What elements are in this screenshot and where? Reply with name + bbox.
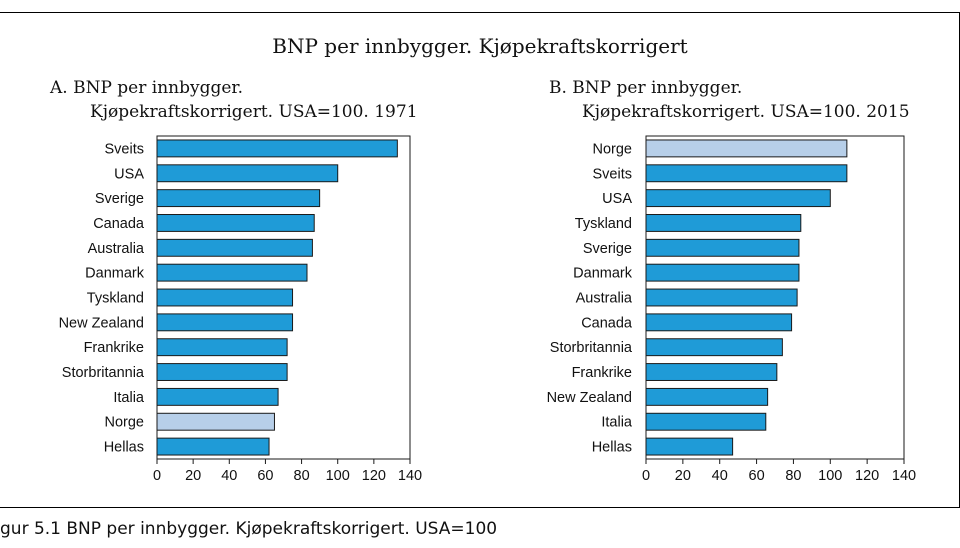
- panel-a-tick-label: 0: [153, 468, 161, 484]
- panel-a-category-label: Hellas: [104, 440, 144, 456]
- panel-b-bar-norge: [645, 139, 848, 158]
- panel-b-tick-label: 0: [642, 468, 650, 484]
- panel-b-bar-canada: [645, 313, 793, 332]
- panel-b-bar-tyskland: [645, 214, 802, 232]
- panel-b-category-label: Italia: [601, 415, 633, 431]
- panel-b-bar-italia: [645, 412, 767, 431]
- panel-b-category-label: Norge: [593, 141, 633, 157]
- panel-b-tick-label: 60: [749, 468, 765, 484]
- panel-a-title-line2: Kjøpekraftskorrigert. USA=100. 1971: [90, 102, 418, 122]
- panel-b-title: B. BNP per innbygger. Kjøpekraftskorrige…: [549, 76, 910, 124]
- panel-b-category-label: Hellas: [592, 440, 632, 456]
- panel-a-bar-sveits: [156, 139, 398, 158]
- panel-a-bar-danmark: [156, 263, 308, 282]
- panel-b-bar-danmark: [645, 263, 800, 282]
- panel-b-title-line1: B. BNP per innbygger.: [549, 78, 743, 98]
- panel-b-tick-label: 120: [855, 468, 879, 484]
- panel-b-bar-new-zealand: [645, 387, 769, 406]
- panel-b-tick-label: 40: [712, 468, 728, 484]
- panel-b-category-label: Sveits: [593, 166, 633, 182]
- panel-a-category-label: Sveits: [105, 141, 145, 157]
- panel-b-tick-label: 20: [675, 468, 691, 484]
- panel-b-bar-sveits: [645, 164, 848, 183]
- panel-a-bar-canada: [156, 214, 315, 232]
- panel-b-bar-sverige: [645, 238, 800, 257]
- panel-b-bar-usa: [645, 189, 831, 208]
- panel-a-category-label: Australia: [88, 241, 145, 257]
- panel-a-title: A. BNP per innbygger. Kjøpekraftskorrige…: [50, 76, 418, 124]
- panel-b-category-label: Danmark: [573, 266, 633, 282]
- panel-a-category-label: Italia: [113, 390, 145, 406]
- panel-b-bar-storbritannia: [645, 338, 783, 357]
- panel-a-bar-hellas: [156, 437, 270, 456]
- panel-a-category-label: Canada: [93, 216, 145, 232]
- panel-a-tick-label: 80: [294, 468, 310, 484]
- panel-b-bar-hellas: [645, 437, 734, 456]
- panel-a-category-label: Norge: [105, 415, 145, 431]
- panel-a-bar-frankrike: [156, 338, 288, 357]
- panel-b-category-label: USA: [602, 191, 632, 207]
- panel-a-bar-australia: [156, 238, 313, 257]
- panel-a-bar-italia: [156, 387, 279, 406]
- figure-caption: gur 5.1 BNP per innbygger. Kjøpekraftsko…: [0, 519, 498, 539]
- panel-a-category-label: Danmark: [85, 266, 145, 282]
- figure-title: BNP per innbygger. Kjøpekraftskorrigert: [272, 34, 688, 58]
- panel-b-category-label: Frankrike: [572, 365, 632, 381]
- panel-a-tick-label: 140: [398, 468, 422, 484]
- panel-b-category-label: Tyskland: [575, 216, 632, 232]
- panel-a-category-label: Storbritannia: [62, 365, 145, 381]
- panel-b-category-label: Australia: [576, 291, 633, 307]
- figure-frame: [0, 12, 960, 508]
- panel-b-tick-label: 100: [818, 468, 842, 484]
- panel-a-category-label: New Zealand: [59, 315, 144, 331]
- panel-a-bar-norge: [156, 412, 275, 431]
- panel-a-title-line1: A. BNP per innbygger.: [50, 78, 244, 98]
- panel-a-tick-label: 40: [221, 468, 237, 484]
- panel-b-tick-label: 80: [785, 468, 801, 484]
- panel-a-category-label: Tyskland: [87, 291, 144, 307]
- panel-a-category-label: Frankrike: [84, 340, 144, 356]
- panel-b-category-label: Canada: [581, 315, 633, 331]
- panel-b-bar-australia: [645, 288, 798, 307]
- panel-a-tick-label: 100: [326, 468, 350, 484]
- panel-a-tick-label: 120: [362, 468, 386, 484]
- panel-a-category-label: Sverige: [95, 191, 144, 207]
- panel-b-tick-label: 140: [892, 468, 916, 484]
- panel-b-category-label: Sverige: [583, 241, 632, 257]
- panel-a-tick-label: 20: [185, 468, 201, 484]
- panel-a-bar-sverige: [156, 189, 321, 208]
- panel-a-category-label: USA: [114, 166, 144, 182]
- panel-a-bar-storbritannia: [156, 363, 288, 381]
- panel-b-category-label: Storbritannia: [550, 340, 633, 356]
- panel-b-bar-frankrike: [645, 363, 778, 381]
- panel-a-bar-tyskland: [156, 288, 294, 307]
- panel-b-category-label: New Zealand: [547, 390, 632, 406]
- panel-b-title-line2: Kjøpekraftskorrigert. USA=100. 2015: [582, 102, 910, 122]
- panel-a-bar-usa: [156, 164, 339, 183]
- panel-a-bar-new-zealand: [156, 313, 294, 332]
- panel-a-tick-label: 60: [257, 468, 273, 484]
